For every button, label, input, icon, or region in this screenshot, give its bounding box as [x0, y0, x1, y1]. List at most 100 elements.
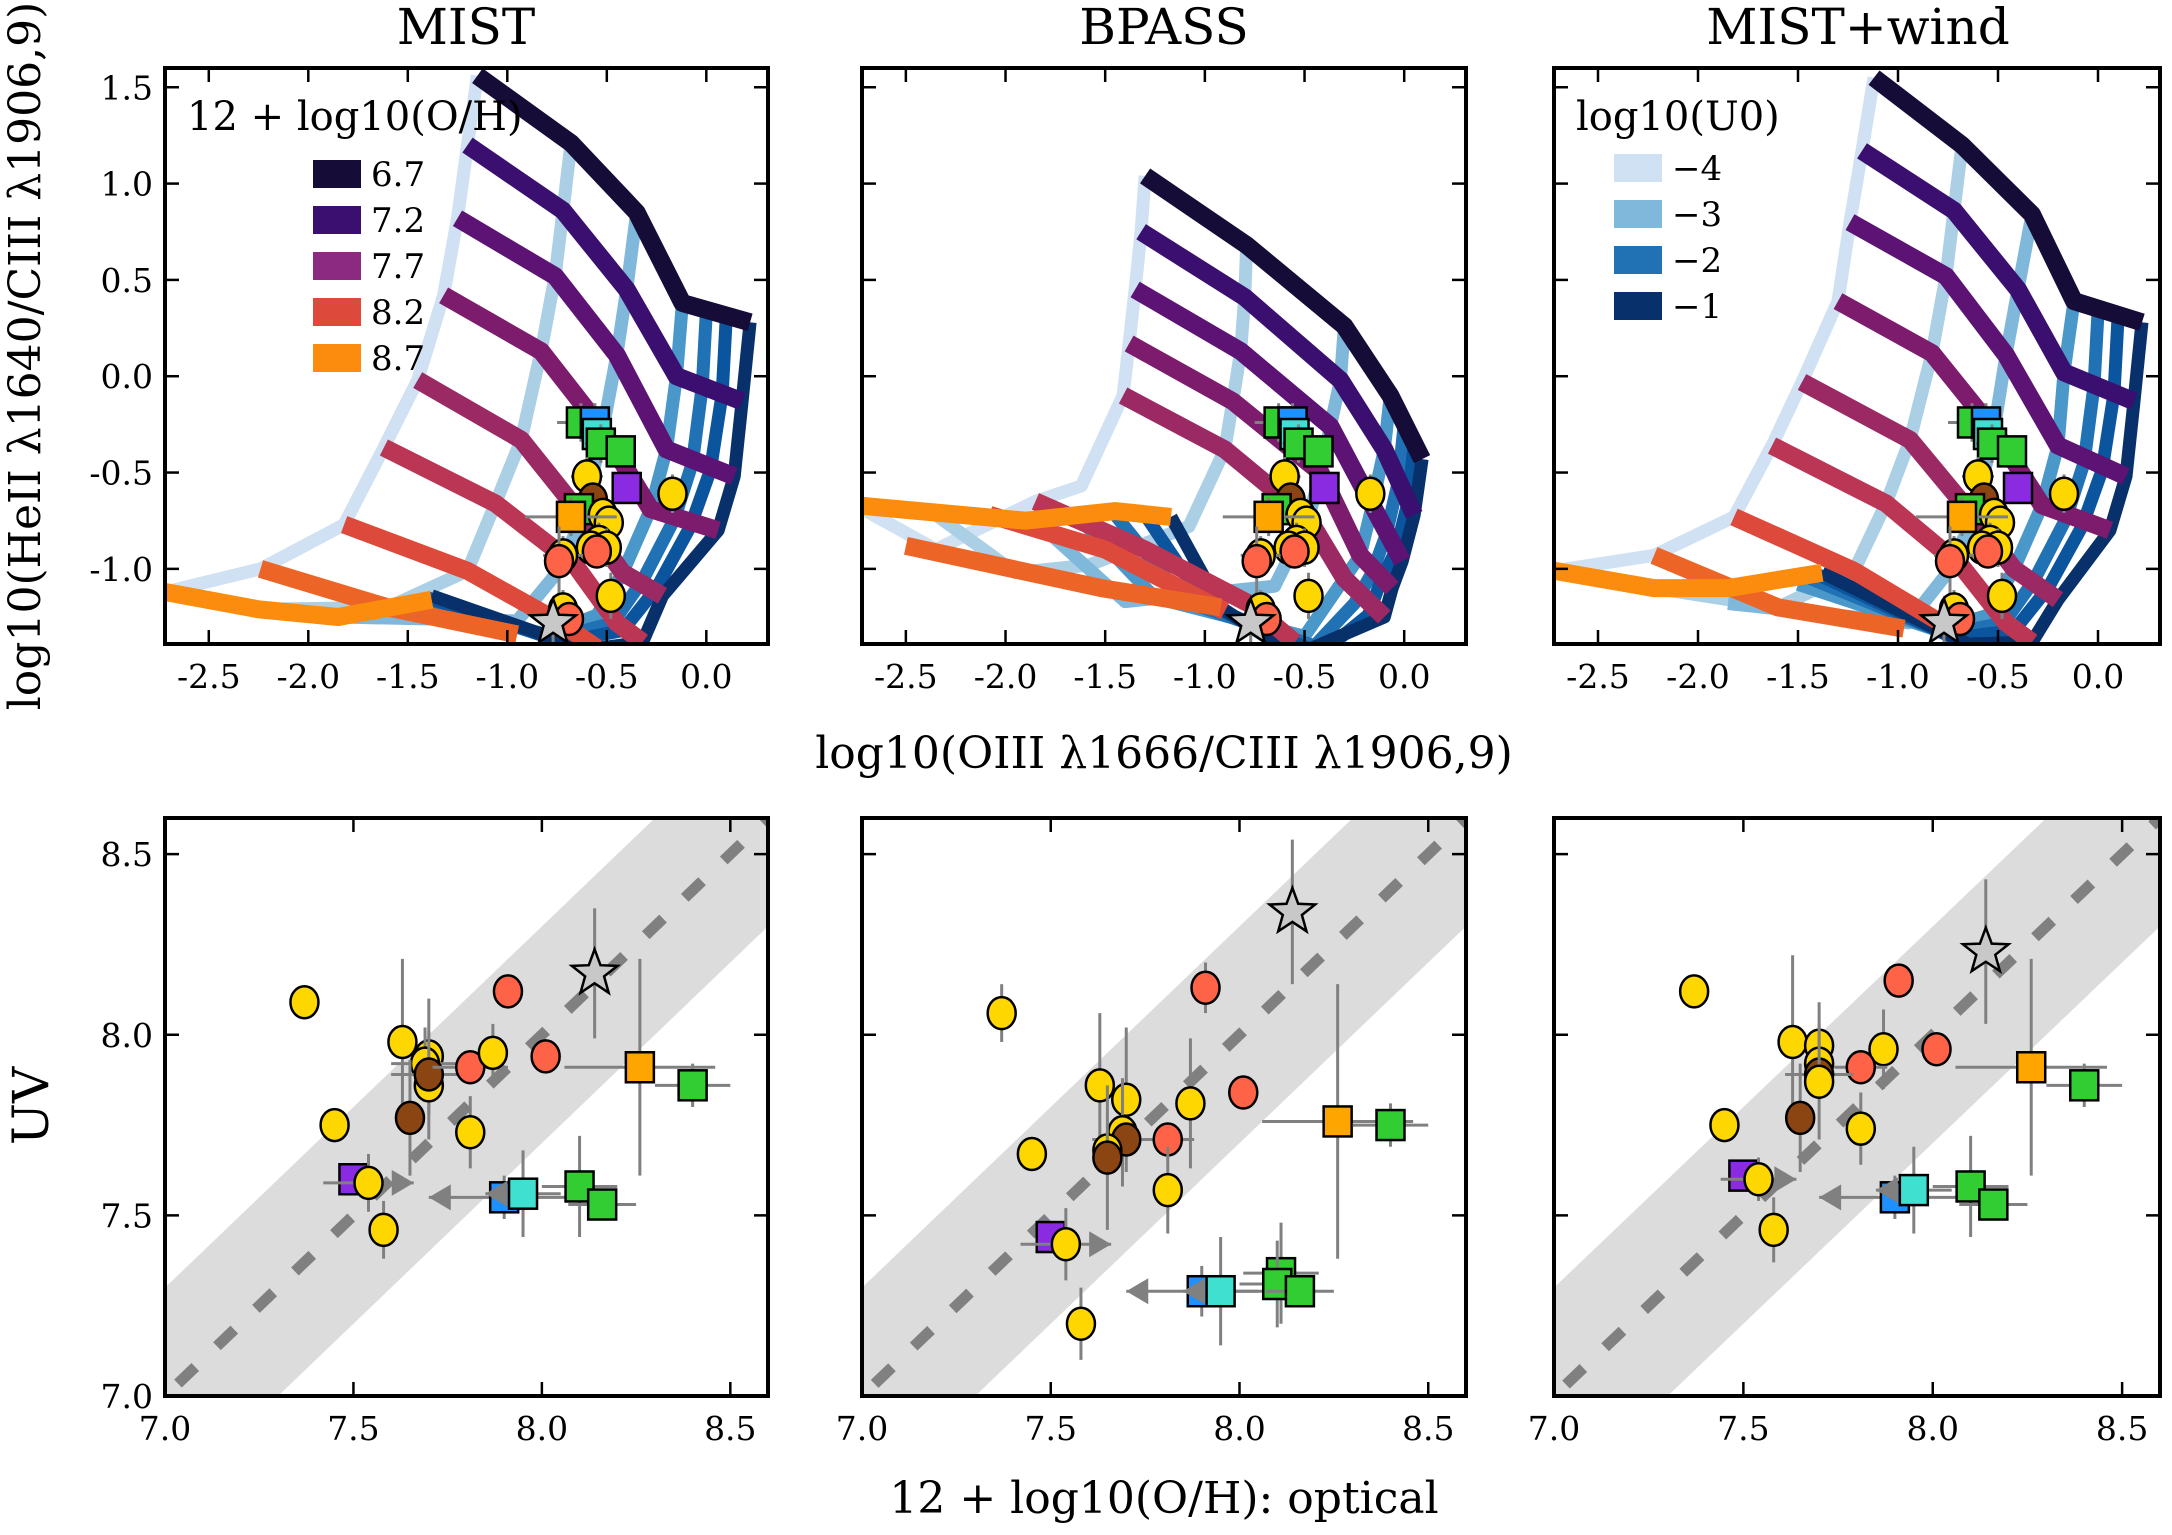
bottom-x-axis-label: 12 + log10(O/H): optical: [889, 1473, 1438, 1524]
legend-swatch: [313, 344, 361, 372]
x-tick-label: -1.5: [1073, 657, 1137, 696]
plot-area: [1554, 70, 2149, 644]
data-point: [541, 1135, 618, 1238]
data-point: [455, 1096, 486, 1169]
x-tick-label: -0.5: [575, 657, 639, 696]
metallicity-track-line: [862, 496, 1172, 530]
data-point: [1065, 1287, 1097, 1360]
circle-marker: [530, 1039, 561, 1074]
data-point: [1875, 1146, 1952, 1234]
x-tick-label: -0.5: [1273, 657, 1337, 696]
top-panel-bpass: -2.5 -2.0 -1.5 -1.0 -0.5 0.0: [860, 66, 1468, 696]
legend-swatch: [313, 206, 361, 234]
data-point: [289, 984, 320, 1020]
legend: log10(U0) −4 −3 −2 −1: [1576, 94, 1780, 327]
legend-title: 12 + log10(O/H): [187, 94, 523, 140]
metallicity-track-line: [165, 583, 434, 626]
square-marker: [555, 500, 587, 534]
circle-marker: [1784, 1100, 1816, 1136]
x-tick-label: 7.0: [1528, 1409, 1580, 1448]
data-point: [595, 572, 627, 619]
circle-marker: [1241, 543, 1272, 579]
data-point: [1916, 497, 2008, 537]
data-point: [1959, 1188, 2028, 1221]
square-marker: [677, 1069, 708, 1102]
circle-marker: [1111, 1082, 1142, 1118]
circle-marker: [595, 578, 627, 614]
metallicity-track-line: [1868, 70, 2145, 331]
data-point: [1355, 474, 1386, 514]
x-tick-label: 7.0: [836, 1409, 888, 1448]
data-point: [1709, 1107, 1740, 1143]
plot-area: [862, 168, 1431, 644]
x-tick-label: 8.5: [2096, 1409, 2148, 1448]
upper-limit-arrow: [1182, 1278, 1205, 1305]
plot-area: [165, 68, 757, 644]
x-tick-label: -2.5: [1566, 657, 1630, 696]
data-point: [394, 1060, 426, 1176]
lower-limit-arrow: [1774, 1166, 1797, 1193]
metallicity-track-line: [1554, 561, 1824, 598]
data-point: [1228, 1075, 1259, 1110]
legend-swatch: [1614, 292, 1662, 320]
metallicity-track-line: [452, 210, 738, 485]
circle-marker: [1065, 1306, 1097, 1341]
x-tick-label: -2.5: [874, 657, 938, 696]
data-point: [1141, 1122, 1195, 1157]
circle-marker: [387, 1024, 418, 1060]
x-tick-label: -2.5: [177, 657, 241, 696]
x-tick-label: -2.0: [276, 657, 340, 696]
data-point: [1803, 1023, 1835, 1140]
data-point: [568, 908, 621, 1039]
top-x-axis-label: log10(OIII λ1666/CIII λ1906,9): [815, 728, 1513, 779]
data-point: [1222, 497, 1315, 537]
legend: 12 + log10(O/H) 6.7 7.2 7.7 8.2 8.7: [187, 94, 523, 379]
star-marker: [1959, 924, 2013, 975]
data-point: [319, 1107, 350, 1143]
circle-marker: [1986, 578, 2018, 614]
ionization-track-line: [862, 175, 1152, 557]
top-panel-mist: -2.5 -2.0 -1.5 -1.0 -0.5 0.01.51.00.50.0-0.5-…: [89, 66, 770, 696]
circle-marker: [477, 1035, 509, 1071]
y-tick-label: 8.0: [101, 1016, 153, 1055]
data-point: [1303, 435, 1334, 468]
circle-marker: [289, 984, 320, 1020]
x-tick-label: -1.5: [1766, 657, 1830, 696]
data-point: [1883, 963, 1914, 998]
lower-limit-arrow: [1089, 1231, 1112, 1258]
x-tick-label: 8.0: [516, 1409, 568, 1448]
panel-title-mist: MIST: [397, 0, 536, 56]
y-tick-label: 8.5: [101, 835, 153, 874]
plot-frame: [1552, 66, 2162, 646]
data-point: [1016, 1136, 1048, 1172]
metallicity-track-line: [1857, 143, 2138, 410]
data-point: [1720, 1157, 1797, 1201]
metallicity-track-line: [1730, 508, 1949, 633]
circle-marker: [986, 995, 1017, 1031]
x-tick-label: 8.5: [704, 1409, 756, 1448]
legend-swatch: [1614, 200, 1662, 228]
data-point: [1921, 1031, 1952, 1067]
square-marker: [605, 435, 636, 468]
legend-swatch: [313, 298, 361, 326]
data-point: [1182, 1237, 1259, 1346]
metallicity-track-line: [340, 516, 602, 644]
metallicity-track-line: [903, 537, 1223, 617]
data-point: [1262, 984, 1414, 1259]
plot-frame: [860, 816, 1468, 1398]
plot-area: [165, 818, 768, 1396]
circle-marker: [1972, 534, 2004, 569]
circle-marker: [1016, 1136, 1048, 1172]
data-point: [1152, 1146, 1184, 1234]
square-marker: [1946, 500, 1978, 534]
legend-entry-label: −1: [1672, 287, 1722, 327]
legend-entry-label: 7.7: [371, 247, 425, 287]
circle-marker: [1921, 1031, 1952, 1067]
data-point: [525, 497, 617, 537]
plot-frame: [163, 66, 770, 646]
data-point: [2046, 1063, 2123, 1107]
data-point: [492, 974, 524, 1009]
bottom-panel-mist-wind: 7.0 7.5 8.0 8.5: [1528, 816, 2162, 1448]
data-point: [1279, 534, 1310, 569]
